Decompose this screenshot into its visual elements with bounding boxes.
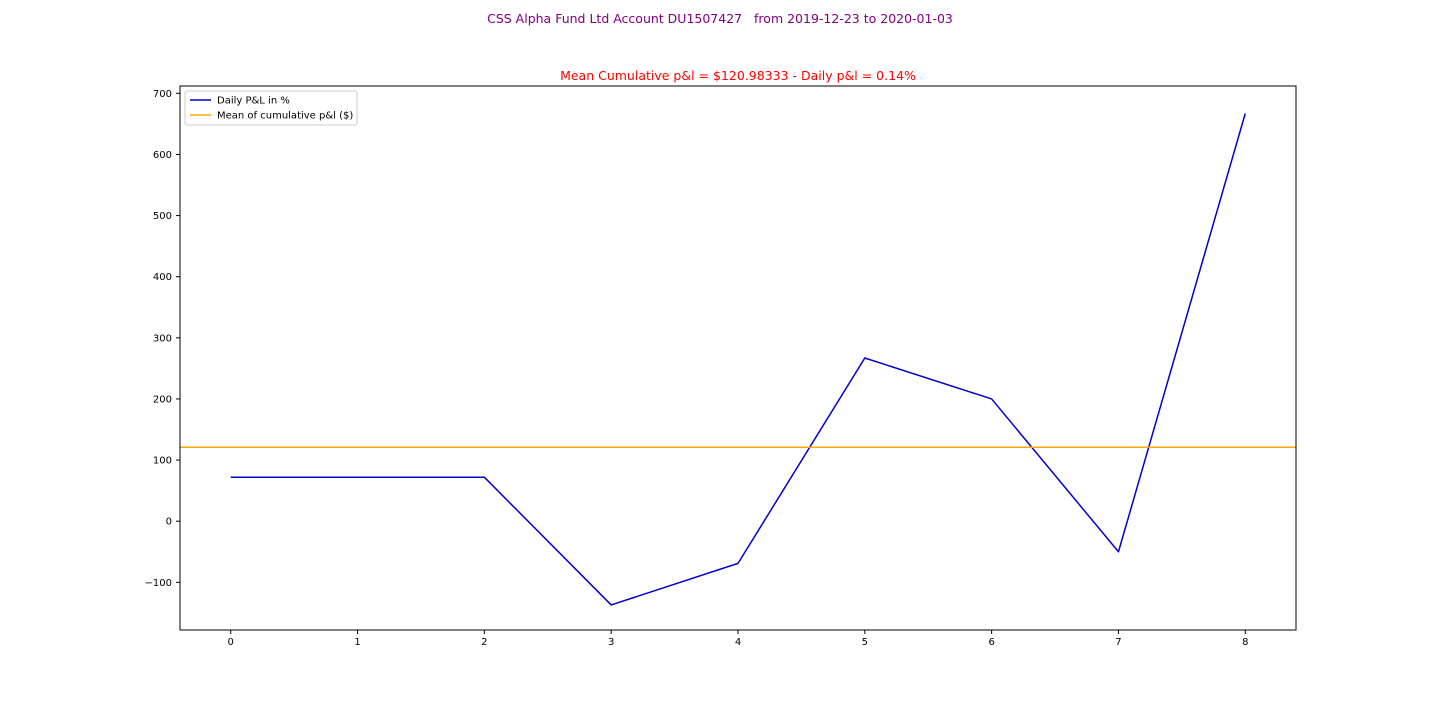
y-tick-label: 500 (153, 211, 172, 222)
x-tick-label: 3 (608, 637, 614, 648)
y-tick-label: 600 (153, 150, 172, 161)
x-tick-label: 8 (1242, 637, 1248, 648)
y-tick-label: 200 (153, 394, 172, 405)
daily-pnl-line (230, 113, 1246, 606)
y-tick-label: 0 (166, 517, 172, 528)
figure-suptitle: CSS Alpha Fund Ltd Account DU1507427 fro… (487, 11, 953, 26)
x-tick-label: 0 (228, 637, 234, 648)
legend-label: Daily P&L in % (217, 96, 290, 107)
y-tick-label: 100 (153, 456, 172, 467)
legend-label: Mean of cumulative p&l ($) (217, 111, 353, 122)
axes-frame (179, 85, 1297, 631)
y-tick-label: 400 (153, 272, 172, 283)
x-tick-label: 5 (862, 637, 868, 648)
plot-area: 0 1 2 3 4 5 6 7 8 −100 0 100 200 300 400 500 600 700 (145, 85, 1297, 648)
series-group (180, 113, 1296, 606)
y-tick-label: 300 (153, 333, 172, 344)
axes-title: Mean Cumulative p&l = $120.98333 - Daily… (560, 68, 916, 83)
legend: Daily P&L in % Mean of cumulative p&l ($) (184, 90, 358, 126)
x-tick-label: 1 (354, 637, 360, 648)
x-tick-label: 7 (1115, 637, 1121, 648)
y-tick-label: −100 (145, 578, 172, 589)
legend-box (184, 90, 358, 126)
x-tick-label: 2 (481, 637, 487, 648)
x-tick-label: 6 (988, 637, 994, 648)
y-tick-label: 700 (153, 89, 172, 100)
x-tick-label: 4 (735, 637, 741, 648)
